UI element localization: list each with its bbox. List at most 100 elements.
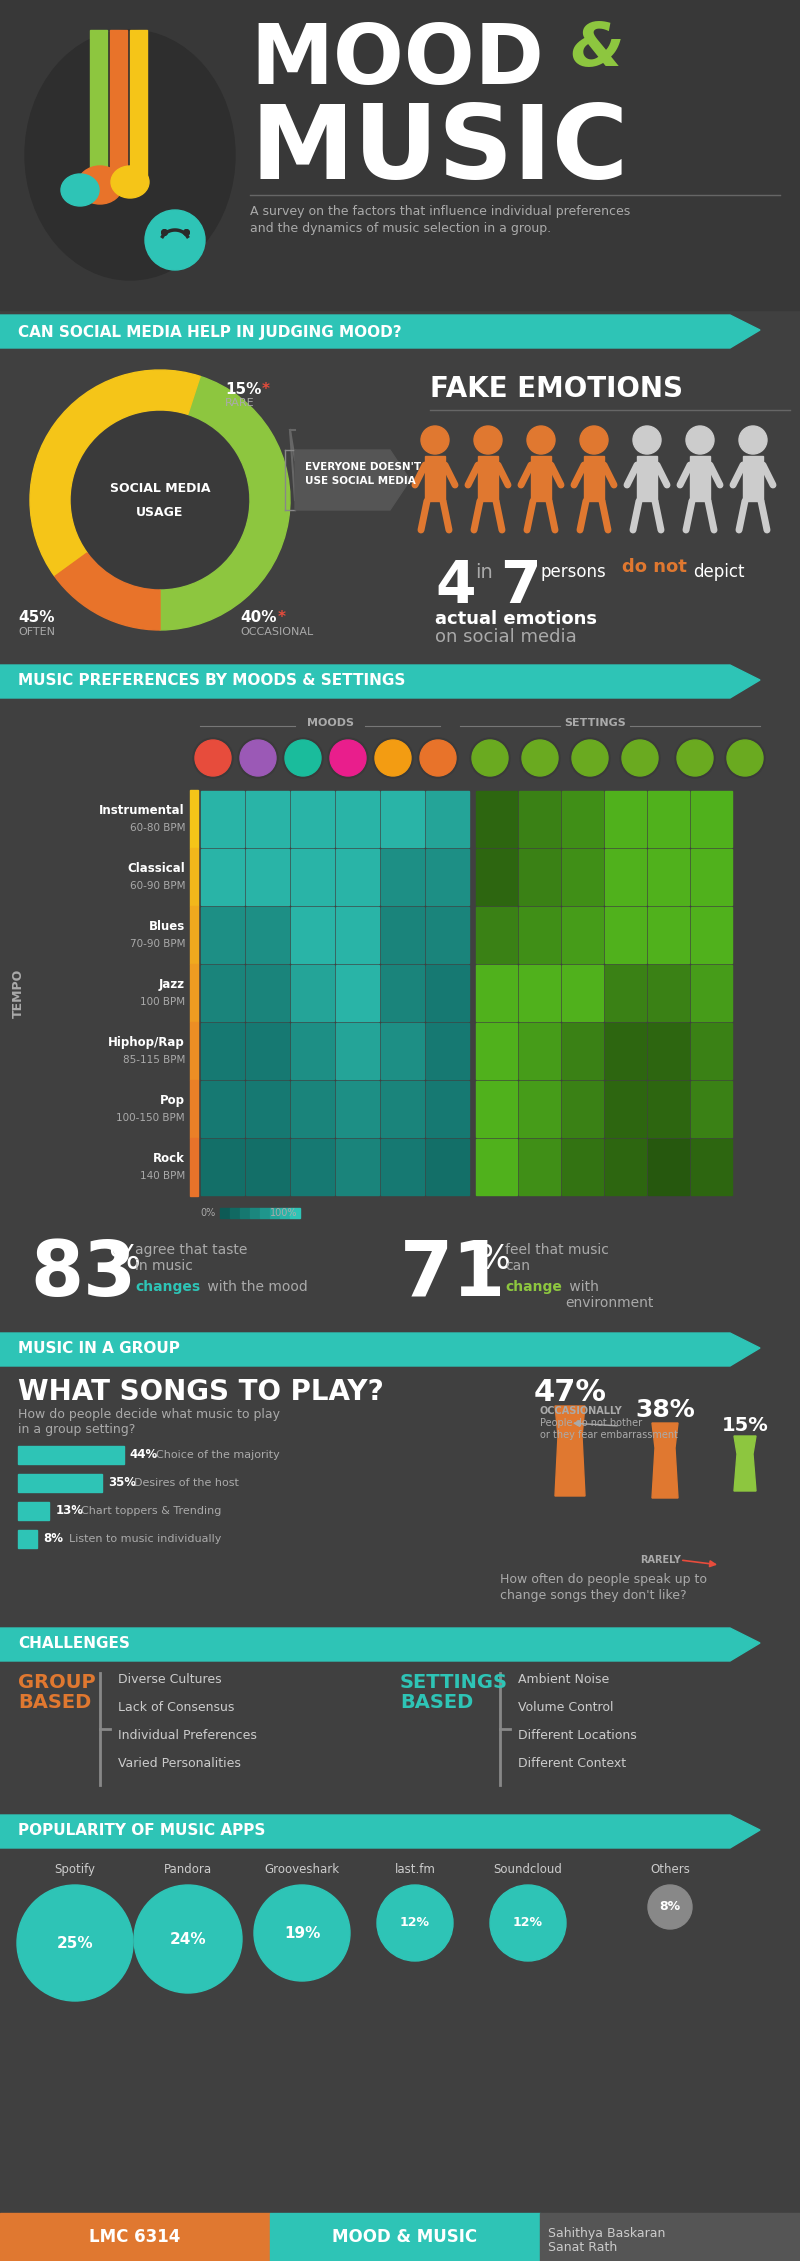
Circle shape	[240, 739, 276, 776]
Bar	[426, 907, 469, 963]
Text: 100 BPM: 100 BPM	[140, 997, 185, 1006]
Circle shape	[254, 1886, 350, 1981]
Bar	[562, 907, 603, 963]
Text: 15%: 15%	[225, 382, 262, 398]
Circle shape	[622, 739, 658, 776]
Bar	[291, 907, 334, 963]
Bar	[246, 1022, 289, 1078]
Bar	[562, 791, 603, 848]
Bar	[246, 848, 289, 904]
Text: 0%: 0%	[200, 1207, 215, 1219]
Bar	[476, 848, 517, 904]
Text: 44%: 44%	[130, 1449, 158, 1461]
Text: Lack of Consensus: Lack of Consensus	[118, 1700, 234, 1714]
Text: last.fm: last.fm	[394, 1863, 435, 1877]
Text: Individual Preferences: Individual Preferences	[118, 1730, 257, 1741]
Bar	[240, 1207, 250, 1219]
Polygon shape	[734, 1436, 756, 1490]
Text: Instrumental: Instrumental	[99, 805, 185, 816]
Text: Rock: Rock	[153, 1151, 185, 1164]
Bar	[336, 1022, 379, 1078]
Text: %: %	[108, 1244, 140, 1275]
Ellipse shape	[61, 174, 99, 206]
Circle shape	[677, 739, 713, 776]
Circle shape	[620, 737, 660, 778]
Polygon shape	[0, 1334, 760, 1366]
Circle shape	[580, 425, 608, 454]
Text: Desires of the host: Desires of the host	[134, 1479, 239, 1488]
Bar	[201, 791, 244, 848]
Bar	[230, 1207, 240, 1219]
Text: 13%: 13%	[55, 1504, 83, 1517]
Bar	[18, 1531, 38, 1549]
Text: A survey on the factors that influence individual preferences: A survey on the factors that influence i…	[250, 206, 630, 217]
Text: OCCASIONALLY: OCCASIONALLY	[540, 1406, 622, 1415]
Text: Classical: Classical	[127, 861, 185, 875]
Text: persons: persons	[540, 563, 606, 581]
Bar	[691, 907, 732, 963]
Text: 38%: 38%	[635, 1397, 695, 1422]
Bar	[291, 1081, 334, 1137]
Circle shape	[633, 425, 661, 454]
Bar	[336, 1081, 379, 1137]
Circle shape	[377, 1886, 453, 1960]
Circle shape	[375, 739, 411, 776]
Text: 83: 83	[30, 1239, 136, 1311]
Circle shape	[193, 737, 233, 778]
Bar	[519, 1140, 560, 1196]
Bar	[290, 1207, 300, 1219]
Text: with
environment: with environment	[565, 1280, 654, 1309]
Bar	[190, 1137, 198, 1196]
Bar	[648, 791, 689, 848]
Bar	[291, 1140, 334, 1196]
Text: BASED: BASED	[18, 1693, 91, 1712]
Bar	[190, 848, 198, 907]
Text: or they fear embarrassment: or they fear embarrassment	[540, 1429, 678, 1440]
Text: 60-90 BPM: 60-90 BPM	[130, 882, 185, 891]
Bar	[260, 1207, 270, 1219]
Text: EVERYONE DOESN'T: EVERYONE DOESN'T	[305, 461, 421, 473]
Text: 70-90 BPM: 70-90 BPM	[130, 938, 185, 950]
Ellipse shape	[78, 165, 122, 203]
Text: How often do people speak up to: How often do people speak up to	[500, 1574, 707, 1585]
Bar	[519, 965, 560, 1022]
Bar	[381, 791, 424, 848]
Text: Sanat Rath: Sanat Rath	[548, 2241, 618, 2254]
Text: WHAT SONGS TO PLAY?: WHAT SONGS TO PLAY?	[18, 1377, 384, 1406]
Polygon shape	[0, 665, 760, 699]
Text: with the mood: with the mood	[203, 1280, 308, 1293]
Text: do not: do not	[622, 558, 687, 577]
Bar	[291, 965, 334, 1022]
Bar	[190, 789, 198, 848]
Bar	[18, 1447, 123, 1465]
Circle shape	[145, 210, 205, 269]
Bar	[519, 907, 560, 963]
Bar	[476, 791, 517, 848]
Text: *: *	[278, 610, 286, 624]
Bar	[246, 791, 289, 848]
Text: Pandora: Pandora	[164, 1863, 212, 1877]
Text: 12%: 12%	[513, 1917, 543, 1929]
Bar	[381, 965, 424, 1022]
Circle shape	[238, 737, 278, 778]
Text: 100-150 BPM: 100-150 BPM	[116, 1112, 185, 1124]
Bar	[476, 1140, 517, 1196]
Bar	[426, 1081, 469, 1137]
Text: agree that taste
in music: agree that taste in music	[135, 1244, 247, 1273]
Bar	[110, 29, 127, 181]
Bar	[426, 791, 469, 848]
Text: Listen to music individually: Listen to music individually	[70, 1533, 222, 1544]
Text: SETTINGS: SETTINGS	[564, 719, 626, 728]
Bar	[201, 848, 244, 904]
Circle shape	[490, 1886, 566, 1960]
Circle shape	[474, 425, 502, 454]
Bar	[190, 963, 198, 1022]
Bar	[201, 1022, 244, 1078]
Text: 71: 71	[400, 1239, 506, 1311]
Text: Volume Control: Volume Control	[518, 1700, 614, 1714]
Bar	[426, 1022, 469, 1078]
Text: MOODS: MOODS	[306, 719, 354, 728]
Text: POPULARITY OF MUSIC APPS: POPULARITY OF MUSIC APPS	[18, 1822, 266, 1838]
Bar	[90, 29, 107, 181]
Text: actual emotions: actual emotions	[435, 610, 597, 629]
